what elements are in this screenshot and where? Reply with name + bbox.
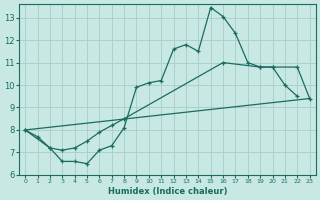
X-axis label: Humidex (Indice chaleur): Humidex (Indice chaleur) (108, 187, 227, 196)
